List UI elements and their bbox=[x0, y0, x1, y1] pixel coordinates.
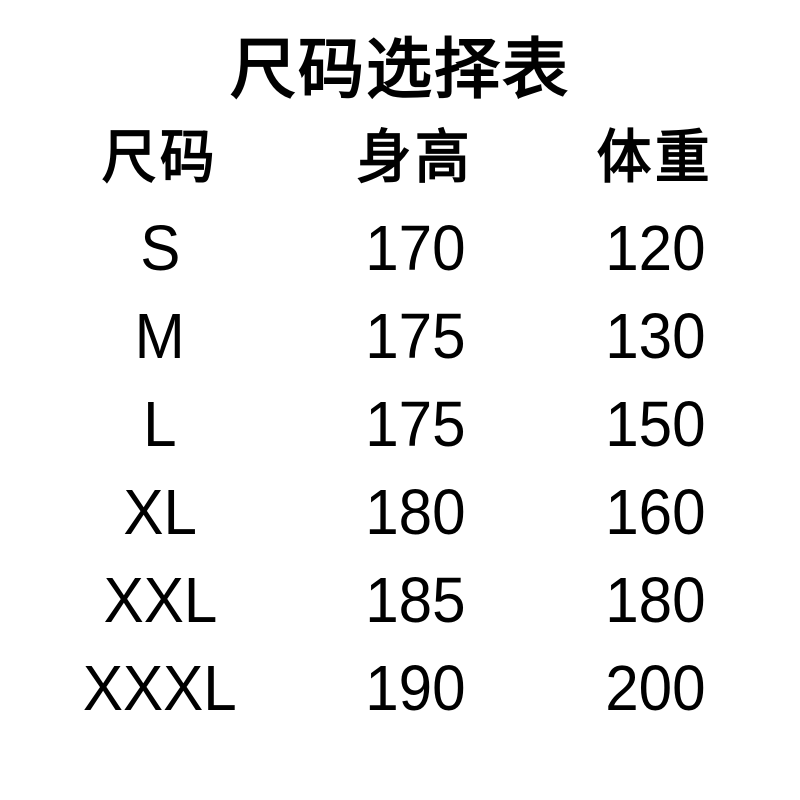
height-cell: 190 bbox=[364, 652, 466, 724]
column-header-height: 身高 bbox=[356, 125, 474, 190]
size-chart-title-text: 尺码选择表 bbox=[230, 32, 570, 106]
table-row: XL 180 160 bbox=[35, 468, 765, 556]
weight-cell: 120 bbox=[604, 212, 706, 284]
size-cell: L bbox=[143, 388, 177, 460]
height-cell: 175 bbox=[364, 388, 466, 460]
size-cell: XXXL bbox=[83, 652, 237, 724]
weight-cell: 150 bbox=[604, 388, 706, 460]
weight-cell: 180 bbox=[604, 564, 706, 636]
table-row: L 175 150 bbox=[35, 380, 765, 468]
size-cell: XL bbox=[123, 476, 197, 548]
size-cell: M bbox=[134, 300, 186, 372]
table-header-row: 尺码 身高 体重 bbox=[35, 112, 765, 204]
table-row: M 175 130 bbox=[35, 292, 765, 380]
height-cell: 175 bbox=[364, 300, 466, 372]
height-cell: 170 bbox=[364, 212, 466, 284]
weight-cell: 130 bbox=[604, 300, 706, 372]
weight-cell: 200 bbox=[604, 652, 706, 724]
table-row: XXL 185 180 bbox=[35, 556, 765, 644]
size-cell: S bbox=[139, 212, 181, 284]
weight-cell: 160 bbox=[604, 476, 706, 548]
table-row: S 170 120 bbox=[35, 204, 765, 292]
column-header-weight: 体重 bbox=[596, 125, 714, 190]
height-cell: 180 bbox=[364, 476, 466, 548]
table-row: XXXL 190 200 bbox=[35, 644, 765, 732]
size-cell: XXL bbox=[103, 564, 217, 636]
column-header-size: 尺码 bbox=[101, 125, 219, 190]
height-cell: 185 bbox=[364, 564, 466, 636]
size-chart-title: 尺码选择表 bbox=[0, 0, 800, 112]
